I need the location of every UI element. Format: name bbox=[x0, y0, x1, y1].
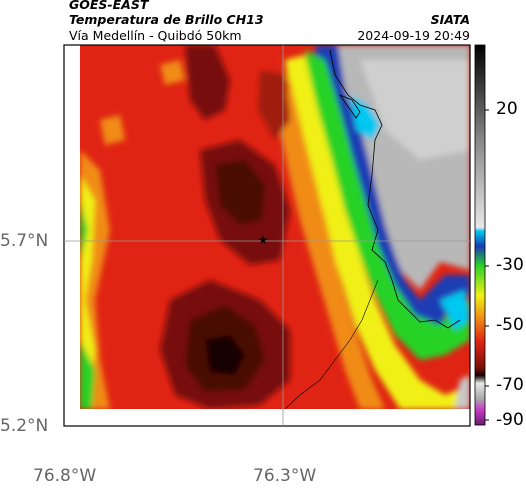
satellite-name: GOES-EAST bbox=[69, 0, 149, 12]
map-frame bbox=[63, 44, 471, 427]
coastline bbox=[329, 49, 461, 329]
colorbar-tick-minus70: -70 bbox=[496, 375, 524, 395]
lon-label-76-3: 76.3°W bbox=[253, 466, 317, 486]
organization-label: SIATA bbox=[430, 12, 470, 27]
datetime-label: 2024-09-19 20:49 bbox=[357, 28, 470, 43]
colorbar bbox=[474, 44, 486, 426]
product-title: Temperatura de Brillo CH13 bbox=[69, 12, 264, 27]
brightness-temperature-field bbox=[80, 45, 470, 409]
colorbar-tick-minus90: -90 bbox=[496, 410, 524, 430]
colorbar-tick-minus30: -30 bbox=[496, 255, 524, 275]
lon-label-76-8: 76.8°W bbox=[33, 466, 97, 486]
admin-border bbox=[284, 279, 379, 409]
colorbar-tick-20: 20 bbox=[496, 99, 518, 119]
lat-label-5-7: 5.7°N bbox=[0, 231, 49, 251]
city-star-icon: ★ bbox=[258, 233, 269, 247]
lat-label-5-2: 5.2°N bbox=[0, 416, 49, 436]
route-label: Vía Medellín - Quibdó 50km bbox=[69, 28, 242, 43]
colorbar-tick-minus50: -50 bbox=[496, 315, 524, 335]
